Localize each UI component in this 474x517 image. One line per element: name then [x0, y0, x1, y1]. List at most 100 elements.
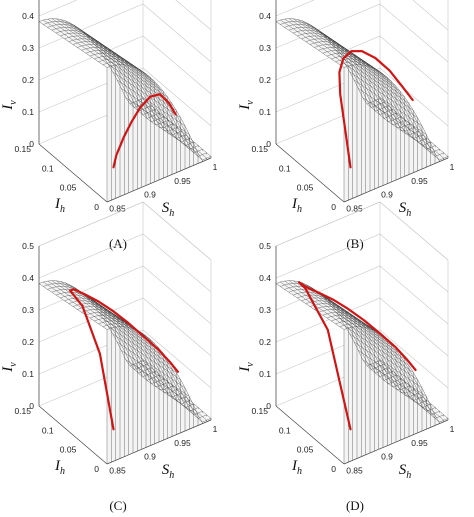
- iv-tick-label: 0.3: [259, 305, 271, 315]
- s-axis: [106, 419, 212, 465]
- ih-axis-label-sub: h: [297, 466, 302, 477]
- mesh-line: [38, 18, 144, 105]
- chart-panel-1: 0 0.1 0.2 0.3 0.4 0.5 0.85 0.9 0.95 1 0 0.05 0.1 0.15…: [0, 0, 218, 251]
- mesh-line: [64, 297, 169, 387]
- ih-tick-label: 0.15: [14, 406, 31, 416]
- mesh-line: [288, 27, 393, 116]
- mesh-line: [68, 300, 173, 390]
- s-axis-label: Sh: [162, 200, 175, 219]
- ih-tick-label: 0.05: [60, 445, 77, 455]
- mesh-line: [275, 280, 381, 367]
- mesh-line: [72, 303, 178, 394]
- mesh-line: [280, 21, 385, 108]
- s-axis-label-sub: h: [169, 470, 174, 481]
- trajectory-curve: [112, 93, 177, 169]
- iv-tick-label: 0.2: [22, 337, 34, 347]
- ih-tick-label: 0.15: [14, 144, 31, 154]
- ih-tick-label: 0.1: [279, 425, 291, 435]
- iv-tick-label: 0.2: [22, 75, 34, 85]
- ih-tick-label: 0: [94, 202, 99, 212]
- back-gridline: [275, 297, 449, 357]
- mesh-line: [55, 291, 161, 381]
- s-tick-label: 0.9: [381, 190, 393, 200]
- iv-tick-label: 0: [29, 139, 34, 149]
- back-gridline: [38, 201, 212, 261]
- mesh-line: [284, 24, 389, 112]
- back-gridline: [38, 329, 212, 389]
- iv-axis-label-sub: v: [245, 100, 256, 105]
- mesh-line: [305, 38, 410, 128]
- ih-tick-label: 0.1: [42, 425, 54, 435]
- mesh-line: [292, 29, 398, 119]
- ih-tick-label: 0.15: [251, 144, 268, 154]
- mesh-line: [297, 294, 402, 384]
- iv-tick-label: 0.4: [259, 11, 271, 21]
- iv-tick-label: 0.5: [259, 241, 271, 251]
- ih-tick-label: 0.1: [279, 163, 291, 173]
- s-tick-label: 0.85: [346, 465, 363, 475]
- iv-tick-label: 0: [29, 401, 34, 411]
- back-gridline: [275, 233, 449, 293]
- mesh-line: [51, 289, 156, 378]
- ih-tick-label: 0: [331, 202, 336, 212]
- ih-tick-label: 0.05: [297, 183, 314, 193]
- s-tick-label: 0.85: [109, 465, 126, 475]
- ih-axis: [38, 143, 108, 203]
- iv-tick-label: 0.2: [259, 337, 271, 347]
- back-gridline: [275, 329, 449, 389]
- trajectory-curve: [68, 288, 179, 431]
- ih-axis-label-sub: h: [60, 466, 65, 477]
- s-tick-label: 1: [450, 424, 455, 434]
- iv-axis-label-sub: v: [245, 362, 256, 367]
- s-tick-label: 0.85: [346, 203, 363, 213]
- mesh-line: [275, 18, 381, 105]
- mesh-line: [284, 286, 389, 374]
- iv-tick-label: 0: [266, 401, 271, 411]
- ih-tick-label: 0.05: [297, 445, 314, 455]
- s-axis-label-sub: h: [406, 208, 411, 219]
- iv-tick-label: 0: [266, 139, 271, 149]
- trajectory-curve: [338, 49, 414, 169]
- back-gridline: [275, 0, 449, 31]
- s-tick-label: 0.95: [411, 438, 428, 448]
- ih-axis-label: Ih: [291, 458, 302, 477]
- iv-axis-label-sub: v: [8, 362, 19, 367]
- back-gridline: [38, 67, 212, 127]
- mesh-line: [72, 41, 178, 132]
- back-gridline: [275, 35, 449, 95]
- ih-tick-label: 0: [331, 464, 336, 474]
- s-tick-label: 1: [213, 424, 218, 434]
- s-tick-label: 1: [213, 162, 218, 172]
- s-axis: [343, 419, 449, 465]
- chart-panel-2: 0 0.1 0.2 0.3 0.4 0.5 0.85 0.9 0.95 1 0 0.05 0.1 0.15…: [237, 0, 455, 251]
- chart-panel-3: 0 0.1 0.2 0.3 0.4 0.5 0.85 0.9 0.95 1 0 0.05 0.1 0.15…: [0, 201, 218, 513]
- ih-tick-label: 0: [94, 464, 99, 474]
- mesh-line: [280, 283, 385, 370]
- s-axis-label-sub: h: [406, 470, 411, 481]
- mesh-line: [275, 283, 345, 330]
- ih-axis: [275, 143, 345, 203]
- iv-tick-label: 0.3: [259, 43, 271, 53]
- s-tick-label: 0.95: [174, 176, 191, 186]
- ih-tick-label: 0.1: [42, 163, 54, 173]
- s-tick-label: 0.95: [411, 176, 428, 186]
- iv-axis-label-sub: v: [8, 100, 19, 105]
- ih-axis: [275, 405, 345, 465]
- iv-tick-label: 0.5: [22, 241, 34, 251]
- mesh-line: [301, 297, 406, 387]
- back-gridline: [38, 0, 212, 31]
- panel-caption: (B): [346, 236, 363, 251]
- iv-tick-label: 0.2: [259, 75, 271, 85]
- iv-tick-label: 0.4: [259, 273, 271, 283]
- s-axis-label: Sh: [399, 462, 412, 481]
- iv-axis-label: Iv: [0, 362, 19, 373]
- mesh-line: [142, 360, 212, 419]
- iv-tick-label: 0.1: [22, 107, 34, 117]
- mesh-line: [64, 35, 169, 125]
- mesh-line: [55, 29, 161, 119]
- back-gridline: [38, 297, 212, 357]
- mesh-line: [51, 27, 156, 116]
- mesh-line: [60, 32, 165, 122]
- iv-tick-label: 0.1: [22, 369, 34, 379]
